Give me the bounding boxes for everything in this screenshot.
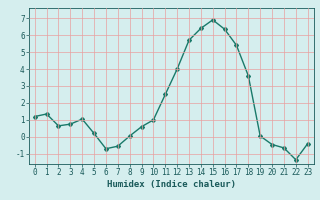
X-axis label: Humidex (Indice chaleur): Humidex (Indice chaleur) (107, 180, 236, 189)
